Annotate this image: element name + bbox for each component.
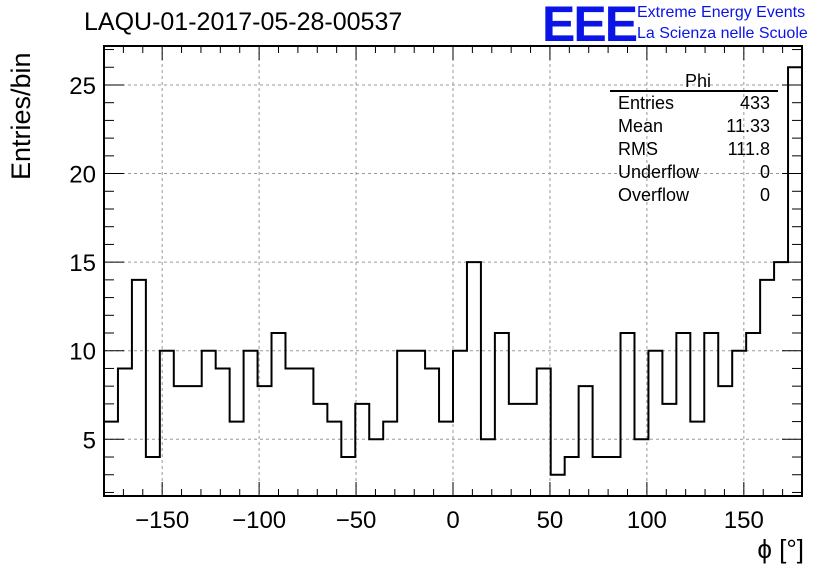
stats-label: Mean (618, 116, 664, 136)
histogram-bin (537, 368, 551, 496)
y-tick-labels: 5 10 15 20 25 (69, 73, 96, 454)
x-tick-label: −50 (336, 507, 377, 534)
x-tick-label: −150 (135, 507, 189, 534)
histogram-bin (634, 439, 648, 496)
y-tick-label: 10 (69, 339, 96, 366)
stats-label: RMS (618, 139, 658, 159)
histogram-bin (132, 280, 146, 496)
y-tick-label: 5 (83, 427, 96, 454)
histogram-bin (425, 368, 439, 496)
stats-label: Entries (618, 93, 675, 113)
histogram-bin (746, 333, 760, 496)
x-tick-label: 0 (446, 507, 459, 534)
histogram-bin (593, 457, 607, 496)
stats-row-rms: RMS 111.8 (610, 138, 778, 161)
y-axis-label: Entries/bin (6, 52, 36, 180)
histogram-bin (690, 422, 704, 496)
histogram-bin (146, 457, 160, 496)
histogram-bin (523, 404, 537, 496)
stats-box-divider (610, 90, 778, 92)
histogram-outline (104, 66, 802, 476)
histogram-bin (160, 351, 174, 496)
x-axis-label: ϕ [°] (757, 534, 804, 564)
histogram-bin (495, 333, 509, 496)
stats-row-entries: Entries 433 (610, 92, 778, 115)
histogram-bin (453, 351, 467, 496)
x-tick-label: −100 (232, 507, 286, 534)
histogram-bin (341, 457, 355, 496)
histogram-bin (774, 262, 788, 496)
histogram-bin (551, 475, 565, 496)
stats-label: Overflow (618, 185, 690, 205)
histogram-bin (439, 422, 453, 496)
histogram-bin (369, 439, 383, 496)
histogram-bin (272, 333, 286, 496)
plot-title: LAQU-01-2017-05-28-00537 (84, 8, 403, 36)
histogram-bin (202, 351, 216, 496)
histogram-bin (648, 351, 662, 496)
x-tick-labels: −150 −100 −50 0 50 100 150 (135, 507, 764, 534)
histogram-bin (565, 457, 579, 496)
histogram-bin (216, 368, 230, 496)
stats-row-underflow: Underflow 0 (610, 161, 778, 184)
y-tick-label: 20 (69, 162, 96, 189)
histogram-bin (383, 422, 397, 496)
grid-lines (104, 46, 802, 496)
stats-value: 433 (739, 93, 770, 113)
histogram-bin (760, 280, 774, 496)
histogram-bin (607, 457, 621, 496)
histogram-bin (174, 386, 188, 496)
histogram-bin (258, 386, 272, 496)
histogram-bin (118, 368, 132, 496)
histogram-bin (788, 67, 802, 496)
histogram-bin (299, 368, 313, 496)
histogram-bin (662, 404, 676, 496)
y-tick-label: 15 (69, 250, 96, 277)
histogram-bin (509, 404, 523, 496)
histogram-bin (188, 386, 202, 496)
histogram-bin (481, 439, 495, 496)
histogram-bin (313, 404, 327, 496)
histogram-bin (244, 351, 258, 496)
stats-value: 0 (759, 162, 770, 182)
histogram-bin (397, 351, 411, 496)
x-tick-label: 50 (537, 507, 564, 534)
logo-line-2: La Scienza nelle Scuole (637, 25, 808, 42)
eee-logo: EEE (542, 0, 638, 52)
histogram-bin (355, 404, 369, 496)
histogram-bin (704, 333, 718, 496)
x-tick-label: 100 (627, 507, 667, 534)
histogram-bin (327, 422, 341, 496)
histogram-bin (718, 386, 732, 496)
stats-box-title: Phi (684, 71, 711, 91)
x-tick-label: 150 (724, 507, 764, 534)
histogram-bin (621, 333, 635, 496)
histogram-bin (467, 262, 481, 496)
histogram-bin (285, 368, 299, 496)
y-tick-label: 25 (69, 73, 96, 100)
stats-value: 0 (759, 185, 770, 205)
stats-box: Phi Entries 433 Mean 11.33 RMS 111.8 Und… (610, 70, 778, 207)
histogram-bin (579, 386, 593, 496)
stats-value: 111.8 (727, 139, 770, 159)
axis-ticks (104, 46, 802, 496)
plot-frame (103, 45, 803, 497)
histogram-bin (104, 422, 118, 496)
stats-row-mean: Mean 11.33 (610, 115, 778, 138)
stats-row-overflow: Overflow 0 (610, 184, 778, 207)
histogram-bin (732, 351, 746, 496)
stats-label: Underflow (618, 162, 700, 182)
histogram-bin (230, 422, 244, 496)
logo-line-1: Extreme Energy Events (637, 4, 806, 21)
stats-value: 11.33 (726, 116, 770, 136)
histogram-bin (411, 351, 425, 496)
histogram-bin (676, 333, 690, 496)
